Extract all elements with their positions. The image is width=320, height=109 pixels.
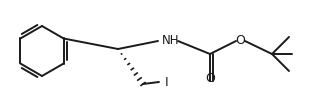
Text: O: O [205, 72, 215, 85]
Text: O: O [235, 35, 245, 48]
Text: NH: NH [162, 35, 180, 48]
Text: I: I [165, 76, 169, 89]
